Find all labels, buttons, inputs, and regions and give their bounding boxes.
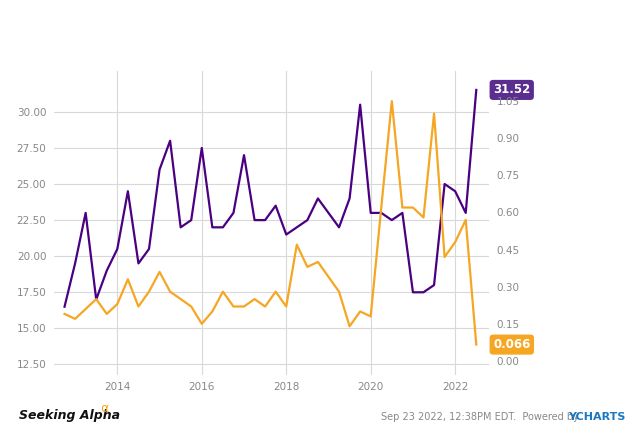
Text: 31.52: 31.52 bbox=[493, 84, 530, 97]
Text: YCHARTS: YCHARTS bbox=[568, 412, 625, 422]
Text: 0.066: 0.066 bbox=[493, 338, 530, 351]
Text: α: α bbox=[100, 402, 109, 415]
Text: Sep 23 2022, 12:38PM EDT.  Powered by: Sep 23 2022, 12:38PM EDT. Powered by bbox=[381, 412, 582, 422]
Text: Seeking Alpha: Seeking Alpha bbox=[19, 409, 120, 422]
